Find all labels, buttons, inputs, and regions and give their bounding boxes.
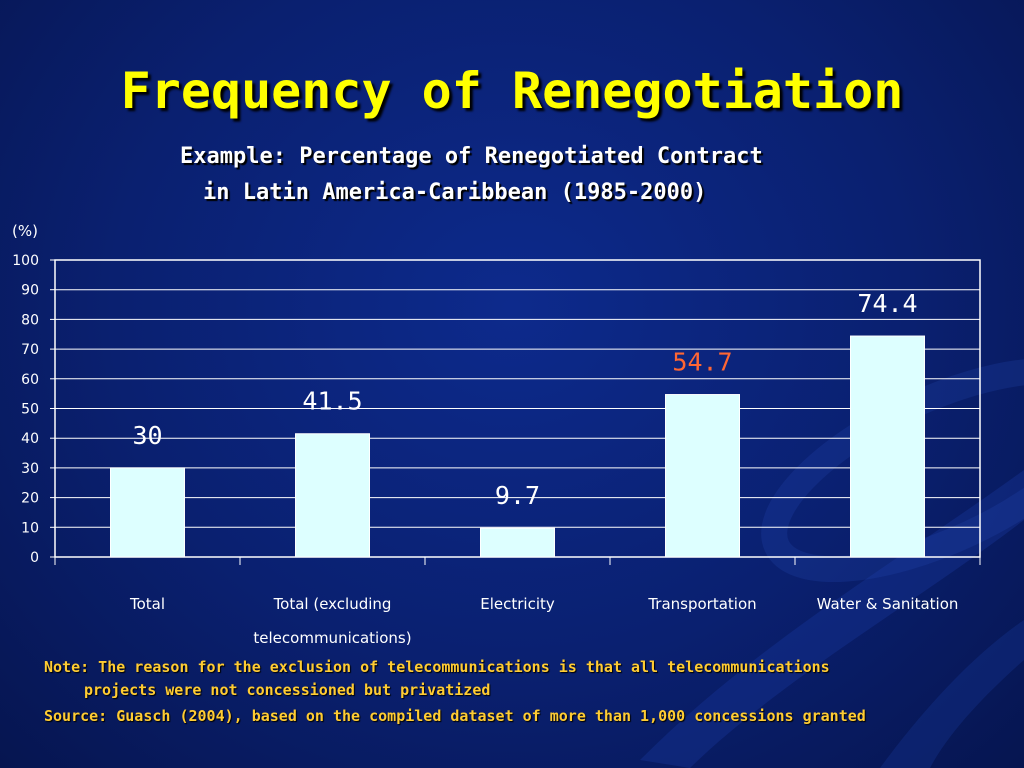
value-label-2: 9.7: [495, 481, 540, 510]
y-axis-unit-label: (%): [12, 222, 38, 240]
bar-1: [295, 433, 370, 558]
bar-4: [850, 335, 925, 558]
note-line-1: Note: The reason for the exclusion of te…: [44, 658, 830, 676]
x-category-label-0-0: Total: [129, 595, 165, 613]
subtitle-line-2: in Latin America-Caribbean (1985-2000): [203, 180, 707, 205]
bar-0: [110, 467, 185, 558]
y-tick-label: 100: [12, 253, 39, 269]
y-tick-label: 30: [21, 461, 39, 477]
y-tick-label: 80: [21, 312, 39, 328]
source-note: Source: Guasch (2004), based on the comp…: [44, 707, 866, 725]
value-label-3: 54.7: [672, 348, 732, 377]
value-label-4: 74.4: [857, 289, 917, 318]
subtitle-line-1: Example: Percentage of Renegotiated Cont…: [180, 144, 763, 169]
note-line-2: projects were not concessioned but priva…: [84, 681, 491, 699]
y-tick-label: 10: [21, 520, 39, 536]
bar-2: [480, 527, 555, 558]
y-tick-label: 60: [21, 372, 39, 388]
x-category-label-4-0: Water & Sanitation: [817, 595, 959, 613]
value-label-0: 30: [132, 421, 162, 450]
y-tick-label: 90: [21, 283, 39, 299]
y-tick-label: 40: [21, 431, 39, 447]
y-tick-label: 70: [21, 342, 39, 358]
y-tick-label: 0: [30, 550, 39, 566]
x-category-label-2-0: Electricity: [480, 595, 555, 613]
x-category-label-3-0: Transportation: [647, 595, 756, 613]
x-category-label-1-0: Total (excluding: [273, 595, 392, 613]
bar-chart: 0 10 20 30 40 50 60 70 80 90 100 30 Total 41.5 Total (…: [12, 253, 981, 647]
y-tick-label: 50: [21, 402, 39, 418]
x-category-label-1-1: telecommunications): [253, 629, 411, 647]
value-label-1: 41.5: [302, 387, 362, 416]
y-tick-label: 20: [21, 491, 39, 507]
page-title: Frequency of Renegotiation: [120, 62, 904, 120]
bar-3: [665, 394, 740, 558]
